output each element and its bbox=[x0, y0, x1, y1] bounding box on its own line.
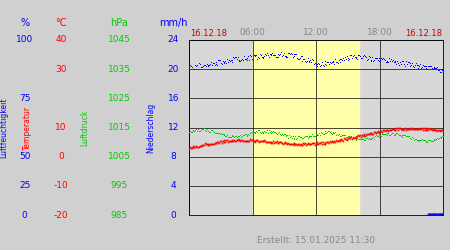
Text: mm/h: mm/h bbox=[159, 18, 188, 28]
Text: 1035: 1035 bbox=[108, 65, 131, 74]
Text: °C: °C bbox=[55, 18, 67, 28]
Text: 16.12.18: 16.12.18 bbox=[405, 28, 442, 38]
Text: -10: -10 bbox=[54, 181, 68, 190]
Text: Niederschlag: Niederschlag bbox=[146, 102, 155, 152]
Text: Luftfeuchtigkeit: Luftfeuchtigkeit bbox=[0, 97, 8, 158]
Text: 4: 4 bbox=[171, 181, 176, 190]
Bar bbox=[252, 40, 359, 215]
Text: 40: 40 bbox=[55, 36, 67, 44]
Text: 1045: 1045 bbox=[108, 36, 130, 44]
Text: 0: 0 bbox=[22, 210, 27, 220]
Text: Erstellt: 15.01.2025 11:30: Erstellt: 15.01.2025 11:30 bbox=[257, 236, 375, 245]
Text: 30: 30 bbox=[55, 65, 67, 74]
Text: 20: 20 bbox=[167, 65, 179, 74]
Text: 985: 985 bbox=[111, 210, 128, 220]
Text: -20: -20 bbox=[54, 210, 68, 220]
Text: 8: 8 bbox=[171, 152, 176, 161]
Text: Temperatur: Temperatur bbox=[23, 106, 32, 150]
Text: 75: 75 bbox=[19, 94, 31, 103]
Text: 12: 12 bbox=[167, 123, 179, 132]
Text: %: % bbox=[20, 18, 29, 28]
Text: 16.12.18: 16.12.18 bbox=[190, 28, 227, 38]
Text: 0: 0 bbox=[171, 210, 176, 220]
Text: 10: 10 bbox=[55, 123, 67, 132]
Text: 0: 0 bbox=[58, 152, 63, 161]
Text: 995: 995 bbox=[111, 181, 128, 190]
Text: Luftdruck: Luftdruck bbox=[80, 109, 89, 146]
Text: 1025: 1025 bbox=[108, 94, 130, 103]
Text: 1005: 1005 bbox=[108, 152, 131, 161]
Text: 1015: 1015 bbox=[108, 123, 131, 132]
Text: 24: 24 bbox=[167, 36, 179, 44]
Text: 16: 16 bbox=[167, 94, 179, 103]
Text: 50: 50 bbox=[19, 152, 31, 161]
Text: 25: 25 bbox=[19, 181, 31, 190]
Text: 100: 100 bbox=[16, 36, 33, 44]
Text: hPa: hPa bbox=[110, 18, 128, 28]
